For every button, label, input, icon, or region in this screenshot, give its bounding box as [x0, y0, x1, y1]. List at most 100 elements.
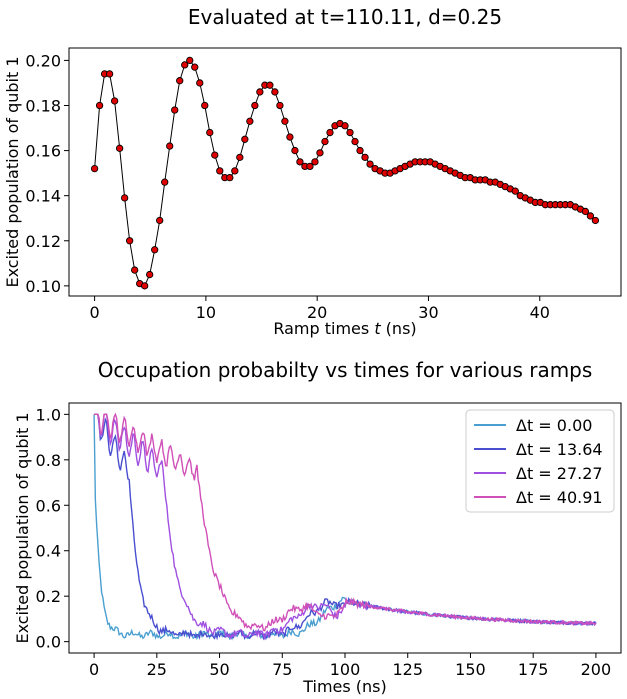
- chart-1-point: [231, 167, 239, 175]
- chart-1-point: [246, 117, 254, 125]
- chart-1-point: [361, 153, 369, 162]
- chart-1-point: [186, 56, 194, 65]
- chart-1-point: [161, 178, 169, 186]
- chart-2-legend-label: Δt = 13.64: [516, 440, 603, 459]
- chart-2-xtick-label: 0: [89, 660, 99, 679]
- chart-2-ytick-label: 0.4: [36, 542, 61, 561]
- chart-1-point: [306, 162, 314, 171]
- chart-1-point: [121, 194, 129, 202]
- chart-1-point: [276, 101, 284, 110]
- chart-2-series-line-2: [94, 413, 597, 641]
- chart-1-point: [131, 266, 139, 274]
- chart-1-point: [286, 133, 294, 141]
- chart-2-legend-label: Δt = 27.27: [516, 464, 603, 483]
- chart-2-ytick-label: 1.0: [36, 405, 61, 424]
- chart-1-point: [95, 101, 104, 110]
- chart-1-point: [181, 61, 189, 69]
- chart-1-point: [151, 246, 159, 254]
- chart-1-point: [581, 207, 590, 216]
- chart-1-point: [166, 142, 174, 150]
- chart-1-point: [206, 128, 214, 137]
- chart-1-ylabel: Excited population of qubit 1: [3, 56, 22, 287]
- chart-1-point: [201, 101, 209, 110]
- chart-2-plot-area: [93, 412, 597, 641]
- chart-1-ytick-label: 0.16: [25, 142, 61, 161]
- chart-2-xtick-label: 125: [392, 660, 423, 679]
- chart-1-ytick-label: 0.14: [25, 187, 61, 206]
- chart-1-point: [321, 137, 329, 146]
- chart-1-point: [115, 144, 124, 152]
- chart-1-point: [211, 151, 219, 159]
- chart-1-point: [366, 160, 374, 168]
- chart-1-point: [346, 128, 354, 137]
- chart-1-point: [291, 146, 299, 155]
- chart-1-point: [281, 117, 289, 125]
- chart-2: Occupation probabilty vs times for vario…: [13, 358, 622, 696]
- chart-1-point: [241, 135, 249, 143]
- chart-2-ytick-label: 0.0: [36, 633, 61, 652]
- chart-1-point: [311, 158, 319, 166]
- chart-1-xtick-label: 10: [196, 303, 216, 322]
- chart-2-axes: 0 25 50 75 100 125 150 175 200 0.0 0.2 0.4 0.6 0.8 1.0: [36, 405, 612, 679]
- chart-1-point: [171, 106, 179, 114]
- chart-2-legend-box: [465, 409, 615, 513]
- chart-1-point: [125, 237, 134, 245]
- chart-1-series-line: [94, 59, 596, 287]
- chart-2-xtick-label: 50: [209, 660, 229, 679]
- chart-1-xtick-label: 20: [307, 303, 327, 322]
- chart-2-ytick-label: 0.2: [36, 587, 61, 606]
- chart-1-point: [191, 63, 199, 71]
- chart-1-ytick-label: 0.20: [25, 51, 61, 70]
- chart-2-xtick-label: 200: [581, 660, 612, 679]
- chart-1-point: [271, 88, 279, 96]
- chart-1-axes: 0 10 20 30 40 0.10 0.12 0.14 0.16 0.18 0.20: [25, 51, 550, 322]
- chart-1-xtick-label: 40: [530, 303, 550, 322]
- chart-2-ytick-label: 0.8: [36, 451, 61, 470]
- chart-1-point: [141, 282, 149, 290]
- chart-1-xtick-label: 0: [90, 303, 100, 322]
- chart-2-xtick-label: 150: [455, 660, 486, 679]
- chart-1-ytick-label: 0.12: [25, 232, 61, 251]
- chart-1-xlabel: Ramp times t (ns): [273, 319, 416, 338]
- chart-1-point: [146, 270, 154, 279]
- chart-2-series-line-3: [94, 412, 597, 632]
- chart-1-frame: [68, 47, 622, 297]
- chart-2-xtick-label: 100: [330, 660, 361, 679]
- chart-1-ytick-label: 0.10: [25, 277, 61, 296]
- chart-1-point: [326, 128, 334, 137]
- chart-2-title: Occupation probabilty vs times for vario…: [98, 358, 593, 382]
- chart-1-point: [236, 153, 244, 162]
- chart-1-point: [351, 137, 359, 146]
- chart-1-point: [156, 216, 164, 225]
- chart-1-point: [586, 212, 595, 220]
- chart-1-point: [105, 70, 114, 78]
- chart-1-ytick-label: 0.18: [25, 96, 61, 115]
- chart-1-plot-area: [90, 56, 600, 290]
- chart-2-legend-label: Δt = 40.91: [516, 488, 603, 507]
- chart-1-point: [356, 146, 364, 155]
- chart-1-point: [216, 167, 224, 175]
- chart-1-point: [256, 88, 264, 96]
- chart-1-point: [196, 79, 204, 87]
- chart-2-xlabel: Times (ns): [302, 677, 387, 696]
- chart-2-xtick-label: 25: [147, 660, 167, 679]
- chart-1-point: [266, 81, 274, 89]
- chart-1-point: [226, 173, 234, 182]
- chart-1-xtick-label: 30: [418, 303, 438, 322]
- chart-2-legend: Δt = 0.00 Δt = 13.64 Δt = 27.27 Δt = 40.91: [465, 409, 615, 513]
- chart-1-point: [110, 97, 119, 105]
- chart-1-point: [176, 77, 184, 85]
- chart-1-point: [251, 101, 259, 110]
- chart-1-point: [316, 149, 324, 157]
- chart-1-point: [591, 216, 600, 225]
- chart-1: Evaluated at t=110.11, d=0.25 0 10 20 30 400…: [3, 5, 622, 338]
- chart-1-point: [90, 164, 99, 173]
- chart-1-point: [296, 158, 304, 166]
- chart-2-legend-label: Δt = 0.00: [516, 416, 592, 435]
- chart-1-point: [341, 122, 349, 130]
- chart-2-ylabel: Excited population of qubit 1: [13, 412, 32, 643]
- chart-1-point: [511, 187, 519, 195]
- chart-1-title: Evaluated at t=110.11, d=0.25: [188, 5, 502, 29]
- chart-2-xtick-label: 175: [518, 660, 549, 679]
